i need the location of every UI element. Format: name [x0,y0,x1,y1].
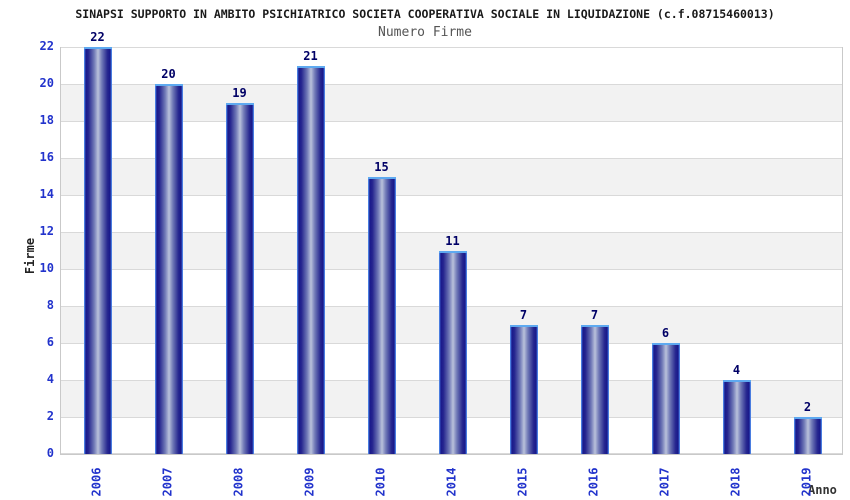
gridline-y-12 [61,232,842,233]
y-tick-label-16: 16 [39,150,54,164]
bar-2009 [296,65,325,454]
bar-2017 [651,343,680,454]
x-tick-label-text: 2019 [799,467,814,497]
bar-value-label-2019: 2 [803,400,812,414]
bar-value-label-2006: 22 [90,30,105,44]
x-tick-label-2015: 2015 [503,461,543,500]
bar-2006 [83,47,112,454]
bar-2019 [793,417,822,454]
x-tick-label-2007: 2007 [148,461,188,500]
gridline-y-18 [61,121,842,122]
y-tick-label-12: 12 [39,224,54,238]
bar-value-label-2014: 11 [445,233,460,248]
y-tick-label-6: 6 [46,335,54,349]
bar-value-label-2017: 6 [661,326,670,340]
y-tick-label-14: 14 [39,187,54,201]
x-tick-label-text: 2008 [231,467,246,497]
gridline-y-14 [61,195,842,196]
x-tick-label-text: 2010 [373,467,388,497]
x-tick-label-text: 2018 [728,467,743,497]
bar-value-label-2016: 7 [590,307,599,322]
x-tick-label-text: 2007 [160,467,175,497]
x-tick-label-2008: 2008 [219,461,259,500]
plot-area: 22 20 19 21 15 11 7 7 6 4 2 [60,31,843,455]
x-tick-label-2018: 2018 [716,461,756,500]
x-tick-label-2010: 2010 [361,461,401,500]
bar-2015 [509,324,538,454]
bar-value-label-2008: 19 [232,85,247,100]
x-tick-label-text: 2006 [89,467,104,497]
bar-value-label-2018: 4 [732,363,741,377]
x-tick-label-2006: 2006 [77,461,117,500]
y-tick-label-2: 2 [46,409,54,423]
x-tick-label-text: 2016 [586,467,601,497]
x-tick-label-text: 2014 [444,467,459,497]
x-tick-label-2014: 2014 [432,461,472,500]
gridline-y-22 [61,47,842,48]
x-tick-label-2016: 2016 [574,461,614,500]
bar-2007 [154,84,183,454]
bar-value-label-2010: 15 [374,159,389,174]
y-tick-label-20: 20 [39,76,54,90]
y-tick-label-8: 8 [46,298,54,312]
bar-2008 [225,102,254,454]
chart-title: SINAPSI SUPPORTO IN AMBITO PSICHIATRICO … [75,7,775,21]
gridline-y-20 [61,84,842,85]
y-tick-label-22: 22 [39,39,54,53]
y-tick-label-0: 0 [46,446,54,460]
bar-value-label-2015: 7 [519,307,528,322]
y-tick-label-10: 10 [39,261,54,275]
bar-value-label-2009: 21 [303,48,318,63]
y-tick-label-4: 4 [46,372,54,386]
x-tick-label-2009: 2009 [290,461,330,500]
x-tick-label-2017: 2017 [645,461,685,500]
gridline-y-16 [61,158,842,159]
y-tick-label-18: 18 [39,113,54,127]
x-tick-label-text: 2009 [302,467,317,497]
bar-2016 [580,324,609,454]
x-tick-label-text: 2015 [515,467,530,497]
bar-2014 [438,250,467,454]
bar-value-label-2007: 20 [161,67,176,81]
bar-2018 [722,380,751,454]
x-axis-title: Anno [808,483,837,497]
bar-2010 [367,176,396,454]
x-tick-label-2019: 2019 [787,461,827,500]
x-tick-label-text: 2017 [657,467,672,497]
chart-subtitle: Numero Firme [378,25,472,40]
